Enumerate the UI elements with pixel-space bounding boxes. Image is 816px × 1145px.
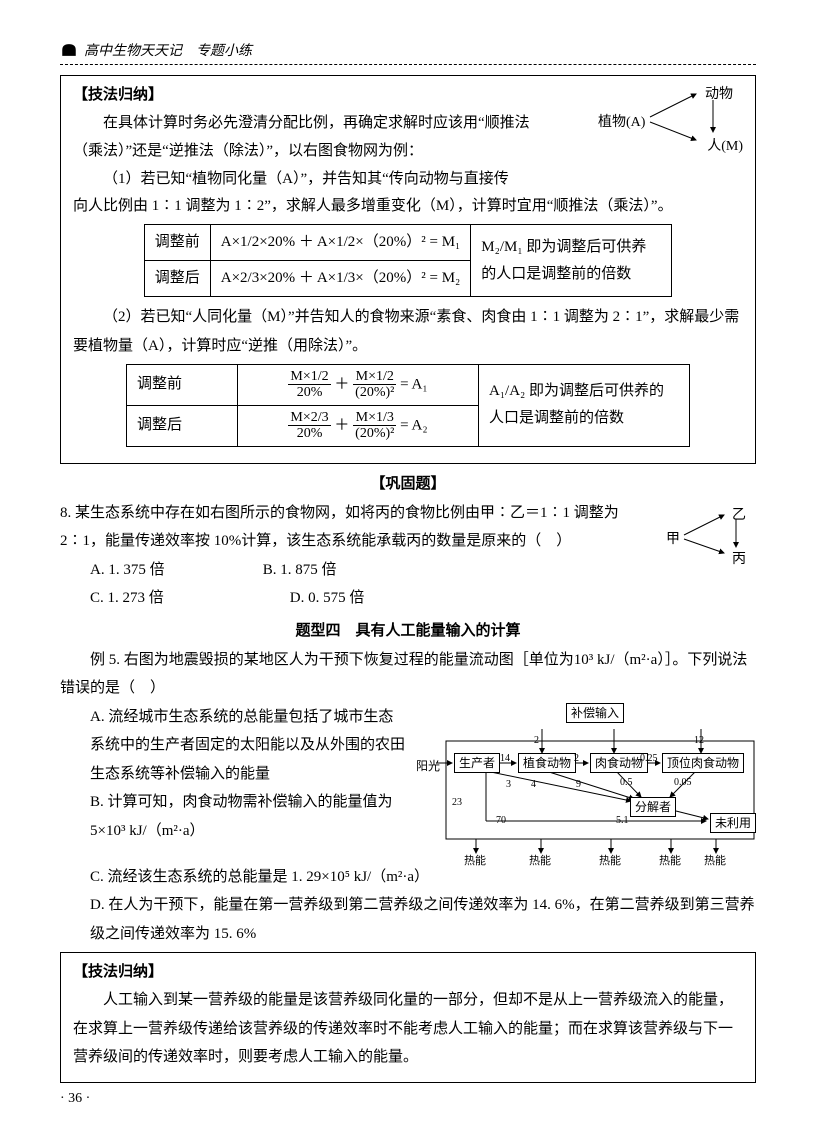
web2-c: 丙 [732,547,746,574]
q8-D[interactable]: D. 0. 575 倍 [290,584,490,613]
diag-heat3: 热能 [599,851,621,872]
diag-n005: 0.05 [674,773,692,792]
diag-decomp: 分解者 [630,797,676,817]
diag-n2b: 2 [574,749,579,768]
ex5-D[interactable]: D. 在人为干预下，能量在第一营养级到第二营养级之间传递效率为 14. 6%，在… [90,891,756,948]
ex5-stem: 例 5. 右图为地震毁损的某地区人为干预下恢复过程的能量流动图［单位为10³ k… [60,646,756,703]
box2-p1: 人工输入到某一营养级的能量是该营养级同化量的一部分，但却不是从上一营养级流入的能… [73,986,743,1072]
web1-animal: 动物 [705,82,733,107]
web2-b: 乙 [732,503,746,530]
t2-r2c2: M×2/320% ＋ M×1/3(20%)² = A₂ [238,405,479,446]
diag-producer: 生产者 [454,753,500,773]
box1-p3: （2）若已知“人同化量（M）”并告知人的食物来源“素食、肉食由 1∶1 调整为 … [73,303,743,360]
question-8: 甲 乙 丙 8. 某生态系统中存在如右图所示的食物网，如将丙的食物比例由甲∶乙＝… [60,499,756,613]
web1-plant: 植物(A) [598,110,645,135]
diag-unused: 未利用 [710,813,756,833]
q8-B[interactable]: B. 1. 875 倍 [263,556,436,585]
example-5: 例 5. 右图为地震毁损的某地区人为干预下恢复过程的能量流动图［单位为10³ k… [60,646,756,949]
foodweb-diagram-1: 植物(A) 动物 人(M) [598,82,743,162]
q8-options2: C. 1. 273 倍 D. 0. 575 倍 [90,584,756,613]
diag-heat1: 热能 [464,851,486,872]
consolidation-title: 【巩固题】 [60,472,756,493]
diag-heat2: 热能 [529,851,551,872]
q8-stem: 8. 某生态系统中存在如右图所示的食物网，如将丙的食物比例由甲∶乙＝1∶1 调整… [60,499,756,556]
box1-p2a: （1）若已知“植物同化量（A）”，并告知其“传向动物与直接传 [73,165,743,194]
header-title: 高中生物天天记 专题小练 [84,40,252,60]
technique-box-1: 植物(A) 动物 人(M) 【技法归纳】 在具体计算时务必先澄清分配比例，再确定… [60,75,756,464]
diag-heat5: 热能 [704,851,726,872]
q8-options: A. 1. 375 倍 B. 1. 875 倍 [90,556,666,585]
diag-n9: 9 [576,775,581,794]
diag-input: 补偿输入 [566,703,624,723]
box1-p2b: 向人比例由 1∶1 调整为 1∶2”，求解人最多增重变化（M），计算时宜用“顺推… [73,193,743,220]
ex5-B[interactable]: B. 计算可知，肉食动物需补偿输入的能量值为 5×10³ kJ/（m²·a） [90,788,410,845]
diag-n05: 0.5 [620,773,633,792]
technique-box-2: 【技法归纳】 人工输入到某一营养级的能量是该营养级同化量的一部分，但却不是从上一… [60,952,756,1083]
diag-n23: 23 [452,793,462,812]
diag-sun: 阳光 [416,755,440,778]
table-2: 调整前 M×1/220% ＋ M×1/2(20%)² = A₁ A₁/A₂ 即为… [126,364,690,447]
web1-human: 人(M) [707,134,743,159]
page: 高中生物天天记 专题小练 植物(A) 动物 人(M) 【技法归纳】 在具体计算时… [0,0,816,1145]
t2-r2c1: 调整后 [127,405,238,446]
t2-note: A₁/A₂ 即为调整后可供养的人口是调整前的倍数 [479,365,690,447]
ex5-A[interactable]: A. 流经城市生态系统的总能量包括了城市生态系统中的生产者固定的太阳能以及从外围… [90,703,410,789]
foodweb-diagram-2: 甲 乙 丙 [666,505,756,565]
t1-r2c1: 调整后 [144,261,210,297]
t1-r1c2: A×1/2×20% ＋ A×1/2×（20%）² = M₁ [210,225,471,261]
page-header: 高中生物天天记 专题小练 [60,40,756,65]
web2-a: 甲 [666,527,680,554]
diag-herb: 植食动物 [518,753,576,773]
diag-n4: 4 [531,775,536,794]
table-1: 调整前 A×1/2×20% ＋ A×1/2×（20%）² = M₁ M₂/M₁ … [144,224,673,297]
header-icon [60,41,78,59]
t2-r1c1: 调整前 [127,365,238,406]
type4-title: 题型四 具有人工能量输入的计算 [60,619,756,640]
page-number: · 36 · [60,1091,756,1107]
energy-diagram: 补偿输入 阳光 生产者 植食动物 肉食动物 顶位肉食动物 分解者 未利用 2 1… [416,703,756,863]
diag-n2: 2 [534,731,539,750]
diag-top: 顶位肉食动物 [662,753,744,773]
t1-r2c2: A×2/3×20% ＋ A×1/3×（20%）² = M₂ [210,261,471,297]
diag-heat4: 热能 [659,851,681,872]
diag-n70: 70 [496,811,506,830]
q8-C[interactable]: C. 1. 273 倍 [90,584,290,613]
q8-A[interactable]: A. 1. 375 倍 [90,556,263,585]
t1-r1c1: 调整前 [144,225,210,261]
diag-n12: 12 [694,731,704,750]
ex5-C[interactable]: C. 流经该生态系统的总能量是 1. 29×10⁵ kJ/（m²·a） [90,863,756,892]
diag-n14: 14 [500,749,510,768]
diag-n3: 3 [506,775,511,794]
diag-n51: 5.1 [616,811,629,830]
box2-title: 【技法归纳】 [73,959,743,986]
diag-n025: 0.25 [640,749,658,768]
t1-note: M₂/M₁ 即为调整后可供养的人口是调整前的倍数 [471,225,672,297]
t2-r1c2: M×1/220% ＋ M×1/2(20%)² = A₁ [238,365,479,406]
energy-svg [416,703,756,863]
